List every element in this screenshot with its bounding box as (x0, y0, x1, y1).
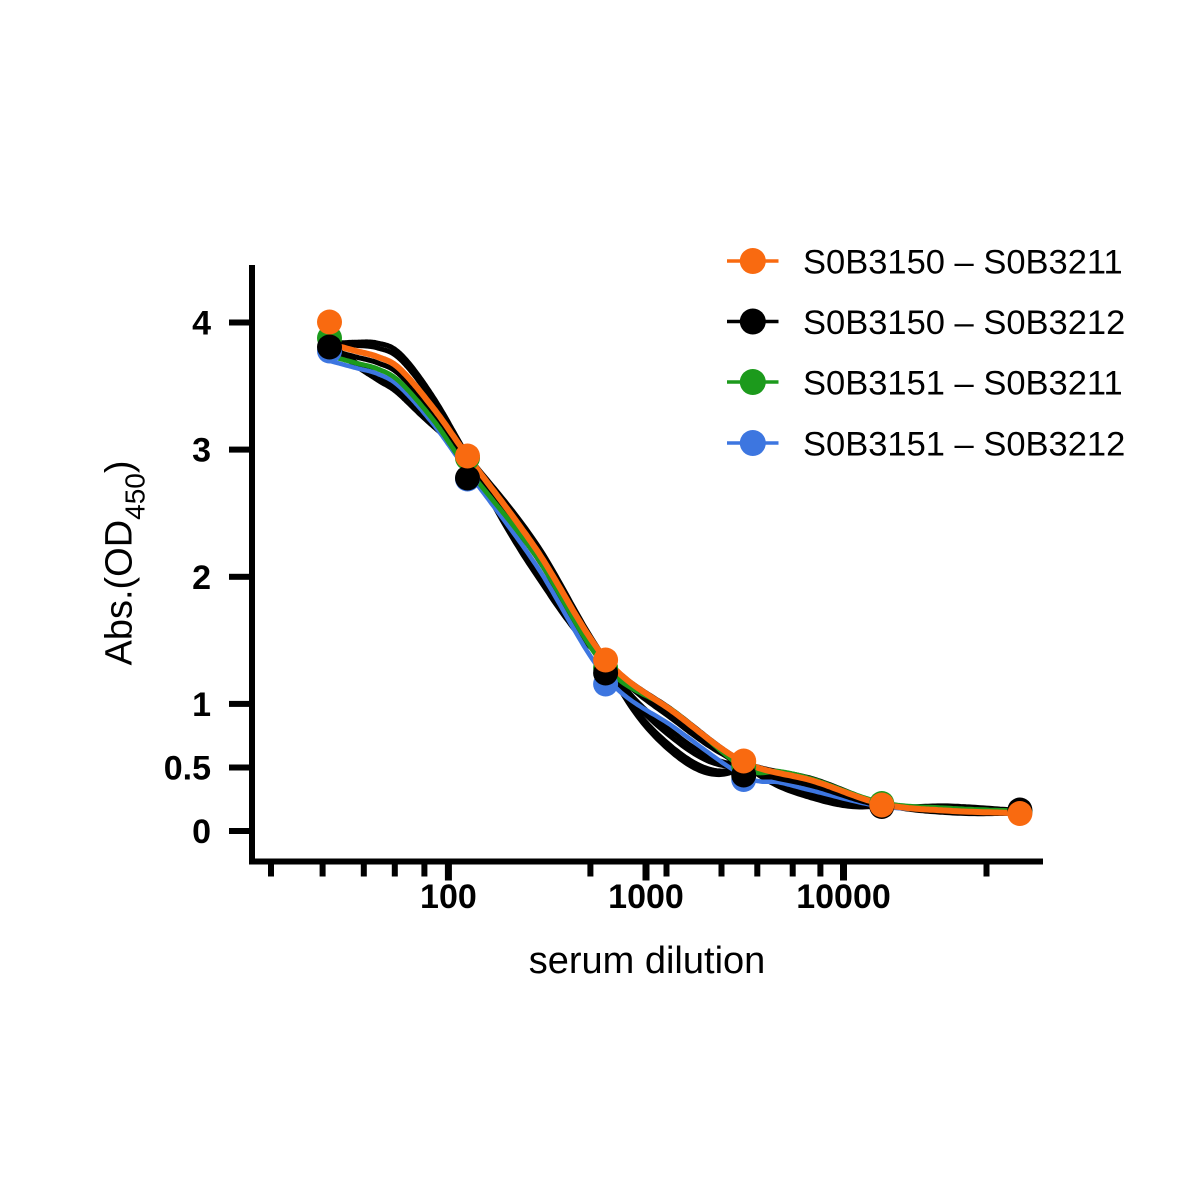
svg-text:S0B3151 – S0B3212: S0B3151 – S0B3212 (803, 425, 1125, 463)
svg-text:2: 2 (192, 559, 211, 597)
svg-text:S0B3151 – S0B3211: S0B3151 – S0B3211 (803, 364, 1123, 402)
svg-text:0.5: 0.5 (164, 750, 211, 788)
svg-text:10000: 10000 (796, 878, 891, 916)
svg-text:1000: 1000 (608, 878, 684, 916)
svg-text:serum dilution: serum dilution (529, 940, 766, 982)
svg-text:4: 4 (192, 305, 211, 343)
svg-text:S0B3150 – S0B3211: S0B3150 – S0B3211 (803, 243, 1123, 281)
svg-text:0: 0 (192, 813, 211, 851)
svg-text:1: 1 (192, 686, 211, 724)
svg-text:3: 3 (192, 432, 211, 470)
svg-text:100: 100 (420, 878, 477, 916)
svg-text:S0B3150 – S0B3212: S0B3150 – S0B3212 (803, 304, 1125, 342)
